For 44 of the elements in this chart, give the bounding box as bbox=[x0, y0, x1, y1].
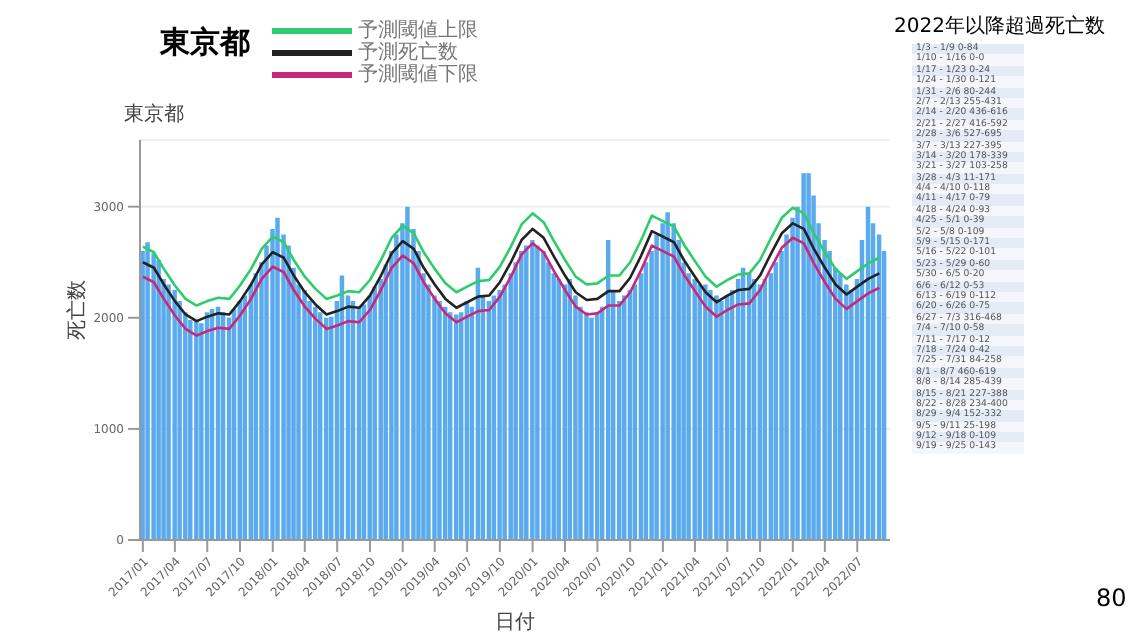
bar bbox=[838, 273, 843, 540]
legend-label: 予測閾値下限 bbox=[358, 64, 478, 86]
line-series bbox=[141, 206, 881, 307]
bar bbox=[665, 212, 670, 540]
bar bbox=[714, 295, 719, 540]
line-series bbox=[141, 236, 881, 337]
bar bbox=[156, 260, 161, 540]
bar bbox=[801, 173, 806, 540]
bar bbox=[530, 240, 535, 540]
line-series bbox=[141, 222, 881, 323]
bar bbox=[806, 173, 811, 540]
bar bbox=[145, 242, 150, 540]
bar bbox=[708, 290, 713, 540]
text: 2022年以降超過死亡数 bbox=[894, 13, 1105, 40]
text: 80 bbox=[1096, 584, 1127, 612]
legend-label: 予測閾値上限 bbox=[358, 20, 478, 42]
bar bbox=[166, 284, 171, 540]
chart-subtitle: 東京都 bbox=[124, 101, 184, 128]
y-axis-title: 死亡数 bbox=[65, 280, 90, 340]
bar bbox=[697, 284, 702, 540]
bar bbox=[589, 317, 594, 540]
bar bbox=[372, 286, 377, 540]
bar bbox=[172, 290, 177, 540]
bar bbox=[188, 320, 193, 540]
bar bbox=[719, 301, 724, 540]
bar bbox=[194, 321, 199, 540]
bar bbox=[541, 251, 546, 540]
bar bbox=[584, 312, 589, 540]
bar bbox=[703, 284, 708, 540]
chart-title: 東京都 bbox=[160, 24, 250, 62]
bar bbox=[692, 278, 697, 540]
bar bbox=[535, 245, 540, 540]
bar bbox=[556, 278, 561, 540]
bar bbox=[437, 301, 442, 540]
x-axis-title: 日付 bbox=[495, 612, 535, 634]
legend-label: 予測死亡数 bbox=[358, 42, 458, 64]
bar bbox=[519, 251, 524, 540]
bar bbox=[324, 317, 329, 540]
bar bbox=[524, 245, 529, 540]
bar bbox=[497, 290, 502, 540]
bar bbox=[302, 290, 307, 540]
bar bbox=[405, 206, 410, 540]
bar bbox=[367, 295, 372, 540]
bar bbox=[275, 217, 280, 540]
